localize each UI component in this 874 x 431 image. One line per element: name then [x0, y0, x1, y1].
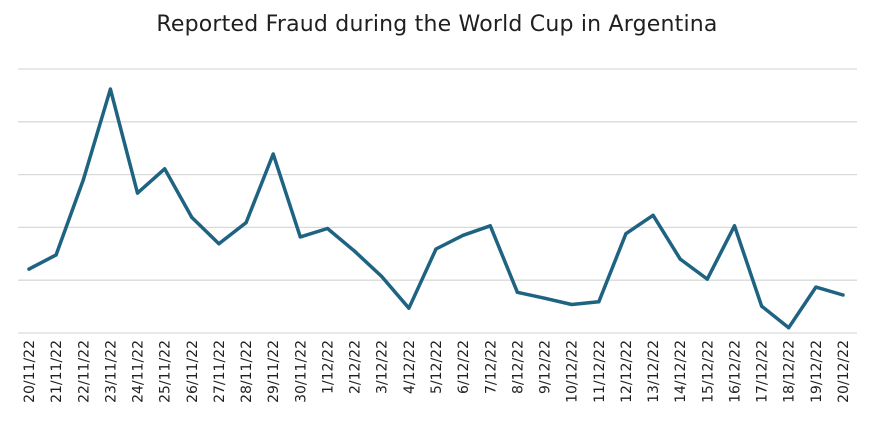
data-point: [325, 226, 330, 231]
x-tick-label: 24/11/22: [131, 340, 147, 403]
chart-title: Reported Fraud during the World Cup in A…: [156, 12, 718, 37]
data-point: [81, 178, 85, 182]
x-tick-label: 10/12/22: [565, 340, 581, 403]
data-point: [570, 302, 574, 307]
data-point: [705, 277, 709, 281]
series-layer: [27, 87, 845, 330]
x-tick-label: 6/12/22: [456, 340, 472, 394]
data-point: [353, 249, 357, 253]
data-point: [244, 221, 248, 225]
x-tick-label: 27/11/22: [212, 340, 228, 403]
x-tick-label: 8/12/22: [510, 340, 526, 394]
x-tick-label: 15/12/22: [700, 340, 716, 403]
data-point: [488, 224, 492, 228]
data-point: [597, 300, 601, 304]
x-tick-label: 22/11/22: [76, 340, 92, 403]
x-tick-label: 12/12/22: [619, 340, 635, 403]
x-tick-label: 19/12/22: [809, 340, 825, 403]
data-point: [542, 296, 547, 300]
x-tick-label: 16/12/22: [727, 340, 743, 403]
data-point: [108, 87, 112, 91]
x-tick-label: 20/12/22: [836, 340, 852, 403]
data-point: [298, 235, 302, 239]
x-tick-label: 29/11/22: [266, 340, 282, 403]
data-point: [814, 285, 818, 289]
x-tick-label: 25/11/22: [158, 340, 174, 403]
x-tick-label: 17/12/22: [755, 340, 771, 403]
data-point: [787, 326, 791, 330]
data-point: [163, 167, 167, 171]
x-tick-label: 20/11/22: [22, 340, 38, 403]
data-point: [841, 293, 845, 297]
data-point: [434, 247, 438, 251]
x-tick-label: 21/11/22: [49, 340, 65, 403]
x-tick-label: 23/11/22: [103, 340, 119, 403]
x-tick-label: 2/12/22: [348, 340, 364, 394]
x-tick-label: 28/11/22: [239, 340, 255, 403]
x-tick-label: 7/12/22: [483, 340, 499, 394]
x-tick-label: 1/12/22: [320, 340, 336, 394]
data-point: [190, 215, 194, 219]
data-point: [380, 274, 384, 279]
x-tick-label: 30/11/22: [293, 340, 309, 403]
data-point: [732, 224, 737, 228]
x-tick-label: 14/12/22: [673, 340, 689, 403]
data-point: [461, 233, 465, 237]
x-tick-label: 26/11/22: [185, 340, 201, 403]
x-axis-tick-labels: 20/11/22 21/11/22 22/11/22 23/11/22 24/11/22…: [22, 340, 852, 403]
x-tick-label: 9/12/22: [538, 340, 554, 394]
data-point: [651, 213, 655, 217]
data-point: [624, 232, 628, 236]
data-point: [407, 306, 411, 310]
data-point: [54, 253, 58, 257]
x-tick-label: 18/12/22: [782, 340, 798, 403]
data-point: [760, 304, 764, 308]
x-tick-label: 4/12/22: [402, 340, 418, 394]
data-point: [515, 290, 520, 294]
data-point: [135, 191, 140, 195]
x-tick-label: 11/12/22: [592, 340, 608, 403]
series-line: [27, 87, 845, 330]
data-point: [271, 152, 275, 156]
x-tick-label: 13/12/22: [646, 340, 662, 403]
data-point: [678, 257, 682, 261]
data-point: [27, 267, 31, 271]
x-tick-label: 3/12/22: [375, 340, 391, 394]
x-tick-label: 5/12/22: [429, 340, 445, 394]
gridlines: [18, 68, 857, 334]
data-point: [217, 242, 221, 246]
